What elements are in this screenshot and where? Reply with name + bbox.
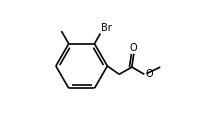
Text: Br: Br <box>101 23 112 33</box>
Text: O: O <box>130 43 137 53</box>
Text: O: O <box>145 69 153 79</box>
